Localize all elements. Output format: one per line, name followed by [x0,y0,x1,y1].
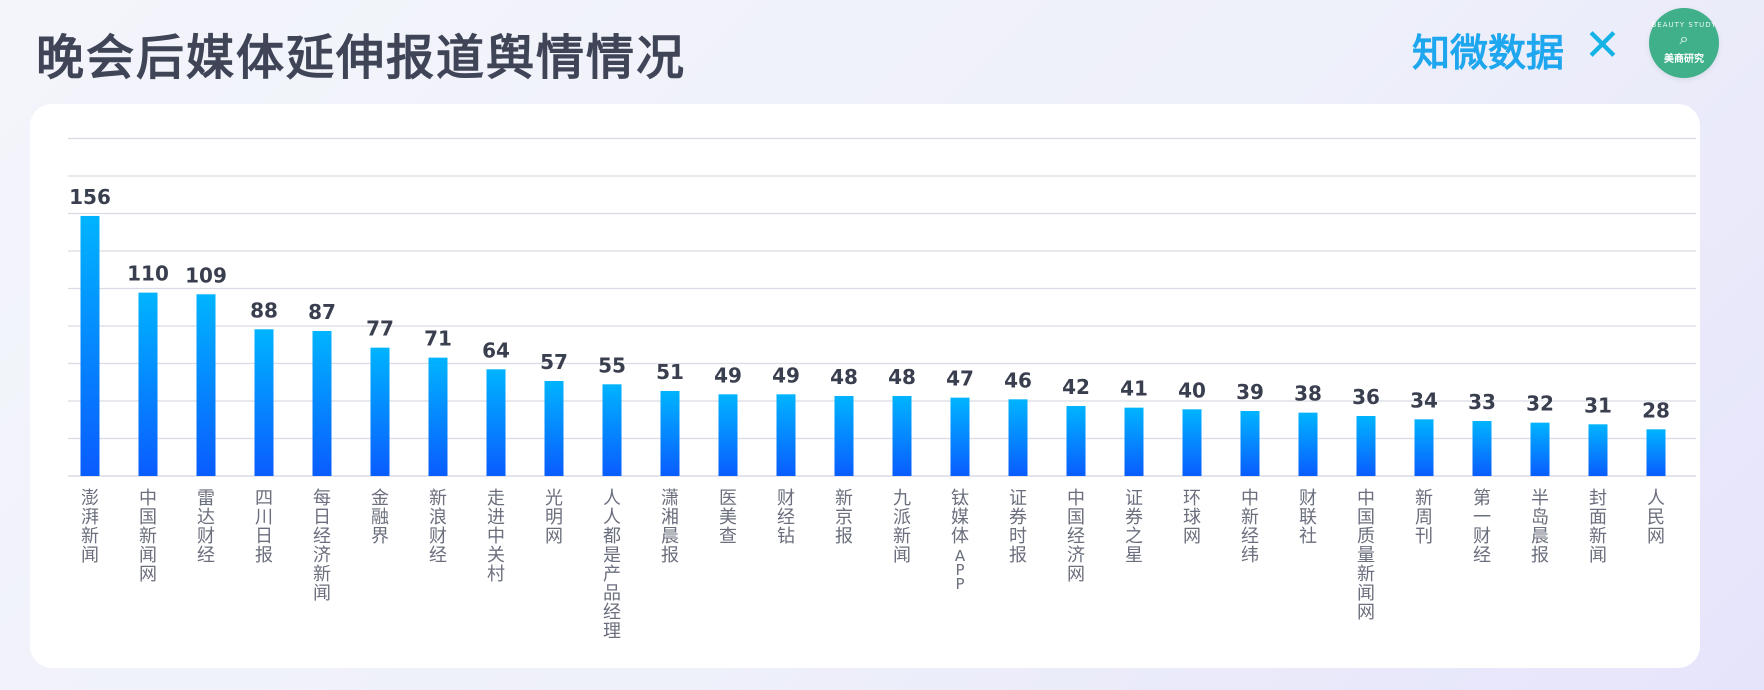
tick-label: 医美查 [719,488,737,547]
badge-arc-text: BEAUTY STUDY [1651,21,1717,29]
bar [718,394,738,476]
data-label: 31 [1584,393,1612,417]
tick-label: 财联社 [1299,488,1317,547]
magnifier-icon: ⌕ [1679,29,1689,48]
tick-label: 澎湃新闻 [81,488,99,566]
tick-label: 中国新闻网 [139,488,157,585]
bar [1008,399,1028,476]
bar [138,292,158,476]
data-label: 71 [424,327,452,351]
tick-label: 证券时报 [1009,488,1027,566]
bar [1414,419,1434,476]
tick-label: 九派新闻 [893,488,911,566]
tick-label: 雷达财经 [197,488,215,566]
bar [950,397,970,476]
tick-label: 中国质量新闻网 [1357,488,1375,623]
tick-label: 环球网 [1183,488,1201,547]
tick-label: 新京报 [835,488,853,547]
bar [602,384,622,476]
tick-label: 半岛晨报 [1531,488,1549,566]
tick-label: 人民网 [1647,488,1665,547]
gridlines [68,137,1696,477]
bar [254,329,274,476]
data-label: 42 [1062,375,1090,399]
bar [660,390,680,476]
category-labels: 澎湃新闻 中国新闻网 雷达财经 四川日报 每日经济新闻 金融界 新浪财经 走进中关村 光明网 人人… [81,488,1665,642]
tick-label: 证券之星 [1125,488,1143,566]
data-label: 28 [1642,398,1670,422]
data-label: 32 [1526,392,1554,416]
tick-label: 中新经纬 [1241,488,1259,566]
data-label: 156 [69,185,111,209]
bar [486,369,506,476]
tick-label: 第一财经 [1473,488,1491,566]
tick-label: 财经钻 [777,488,795,547]
data-label: 39 [1236,380,1264,404]
bar [1240,410,1260,476]
bar [1356,415,1376,476]
bar [428,357,448,476]
bar [892,395,912,476]
bar [1182,409,1202,476]
data-label: 87 [308,300,336,324]
data-label: 41 [1120,377,1148,401]
bar [370,347,390,476]
tick-label: 每日经济新闻 [313,488,331,604]
tick-label: 潇湘晨报 [661,488,679,566]
tick-label: 人人都是产品经理 [603,488,621,642]
beauty-study-badge: BEAUTY STUDY ⌕ 美商研究 [1649,8,1719,78]
bar [1298,412,1318,476]
tick-label: 光明网 [545,488,563,547]
data-label: 88 [250,298,278,322]
tick-label: 新周刊 [1415,488,1433,547]
bar [1588,424,1608,476]
data-label: 33 [1468,390,1496,414]
tick-label: 封面新闻 [1589,488,1607,566]
page-title: 晚会后媒体延伸报道舆情情况 [36,30,687,86]
data-label: 48 [888,365,916,389]
tick-label: 四川日报 [255,488,273,566]
data-label: 51 [656,360,684,384]
bar [196,294,216,476]
data-label: 38 [1294,382,1322,406]
brand-logo-text: 知微数据 [1412,31,1565,75]
collaboration-times-icon: ✕ [1584,20,1621,71]
bar-chart: 156 110 109 88 87 77 71 64 57 55 51 49 49 48 48 47 46 42 4… [68,137,1696,642]
data-label: 109 [185,263,227,287]
tick-label: 走进中关村 [487,488,505,585]
data-label: 48 [830,365,858,389]
data-label: 57 [540,350,568,374]
data-label: 49 [772,363,800,387]
bar [80,215,100,476]
bar [544,380,564,476]
data-label: 64 [482,338,510,362]
bars [80,215,1666,476]
tick-label: 新浪财经 [429,488,447,566]
chart-panel: 156 110 109 88 87 77 71 64 57 55 51 49 49 48 48 47 46 42 4… [30,104,1700,668]
bar [1472,420,1492,476]
data-label: 49 [714,363,742,387]
tick-label: 中国经济网 [1067,488,1085,585]
bar [1124,407,1144,476]
bar [834,395,854,476]
data-label: 40 [1178,378,1206,402]
bar [776,394,796,476]
bar [1646,429,1666,476]
data-label: 34 [1410,388,1438,412]
bar [312,330,332,476]
data-label: 77 [366,317,394,341]
data-label: 55 [598,353,626,377]
data-label: 46 [1004,368,1032,392]
tick-label: 钛媒体 A P P [951,488,969,593]
data-label: 36 [1352,385,1380,409]
badge-name: 美商研究 [1664,54,1704,65]
bar [1530,422,1550,476]
bar [1066,405,1086,476]
tick-label: 金融界 [371,488,389,547]
data-label: 110 [127,262,169,286]
value-labels: 156 110 109 88 87 77 71 64 57 55 51 49 49 48 48 47 46 42 4… [69,185,1670,422]
data-label: 47 [946,367,974,391]
